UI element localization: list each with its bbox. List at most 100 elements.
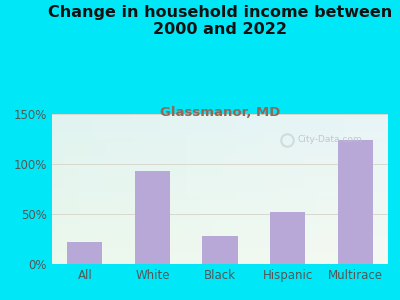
Bar (69, 114, 72, 264)
Bar (52, 201, 388, 202)
Bar (351, 114, 354, 264)
Bar (200, 114, 203, 264)
Bar (301, 114, 304, 264)
Bar (52, 182, 388, 183)
Bar (72, 114, 76, 264)
Bar (89, 114, 92, 264)
Bar (52, 224, 388, 225)
Bar (150, 114, 153, 264)
Bar (183, 114, 186, 264)
Bar (52, 120, 388, 122)
Bar (66, 114, 69, 264)
Bar (62, 114, 66, 264)
Bar (52, 260, 388, 261)
Bar (52, 200, 388, 201)
Bar (153, 114, 156, 264)
Bar (344, 114, 348, 264)
Bar (52, 116, 388, 117)
Bar (52, 225, 388, 226)
Bar (52, 198, 388, 200)
Bar (96, 114, 99, 264)
Bar (244, 114, 247, 264)
Bar (206, 114, 210, 264)
Bar (294, 114, 297, 264)
Bar (59, 114, 62, 264)
Bar (52, 134, 388, 135)
Bar (52, 167, 388, 168)
Bar (52, 210, 388, 212)
Bar (52, 141, 388, 142)
Bar (52, 243, 388, 244)
Bar (361, 114, 364, 264)
Bar (371, 114, 374, 264)
Bar (52, 256, 388, 258)
Bar (52, 150, 388, 152)
Bar (112, 114, 116, 264)
Bar (52, 204, 388, 206)
Bar (52, 232, 388, 234)
Bar (52, 178, 388, 180)
Bar (52, 171, 388, 172)
Bar (190, 114, 193, 264)
Bar (52, 140, 388, 141)
Bar (267, 114, 270, 264)
Bar (254, 114, 257, 264)
Bar (52, 189, 388, 190)
Text: City-Data.com: City-Data.com (297, 135, 362, 144)
Bar (220, 114, 223, 264)
Bar (52, 192, 388, 194)
Bar (52, 242, 388, 243)
Bar (52, 207, 388, 208)
Bar (52, 237, 388, 238)
Bar (381, 114, 385, 264)
Bar (52, 114, 55, 264)
Bar (318, 114, 321, 264)
Bar (79, 114, 82, 264)
Bar (52, 154, 388, 156)
Bar (52, 162, 388, 164)
Bar (52, 138, 388, 140)
Bar (52, 153, 388, 154)
Text: Glassmanor, MD: Glassmanor, MD (160, 106, 280, 119)
Bar (52, 222, 388, 224)
Bar (264, 114, 267, 264)
Bar (52, 183, 388, 184)
Bar (52, 164, 388, 165)
Bar (76, 114, 79, 264)
Bar (52, 202, 388, 204)
Bar (129, 114, 133, 264)
Bar (52, 165, 388, 166)
Bar (163, 114, 166, 264)
Bar (126, 114, 129, 264)
Bar (378, 114, 381, 264)
Bar (146, 114, 150, 264)
Bar (234, 114, 237, 264)
Bar (230, 114, 234, 264)
Bar (52, 214, 388, 216)
Bar (52, 212, 388, 213)
Bar (354, 114, 358, 264)
Bar (122, 114, 126, 264)
Bar (348, 114, 351, 264)
Bar (86, 114, 89, 264)
Bar (213, 114, 217, 264)
Bar (52, 168, 388, 170)
Bar (260, 114, 264, 264)
Bar (52, 258, 388, 260)
Bar (52, 158, 388, 159)
Bar (52, 176, 388, 177)
Bar (52, 218, 388, 219)
Bar (202, 236, 238, 264)
Bar (284, 114, 287, 264)
Bar (180, 114, 183, 264)
Bar (52, 152, 388, 153)
Bar (52, 126, 388, 128)
Bar (52, 129, 388, 130)
Bar (52, 114, 388, 116)
Bar (223, 114, 227, 264)
Bar (52, 195, 388, 196)
Bar (52, 246, 388, 247)
Bar (52, 250, 388, 252)
Bar (133, 114, 136, 264)
Bar (203, 114, 206, 264)
